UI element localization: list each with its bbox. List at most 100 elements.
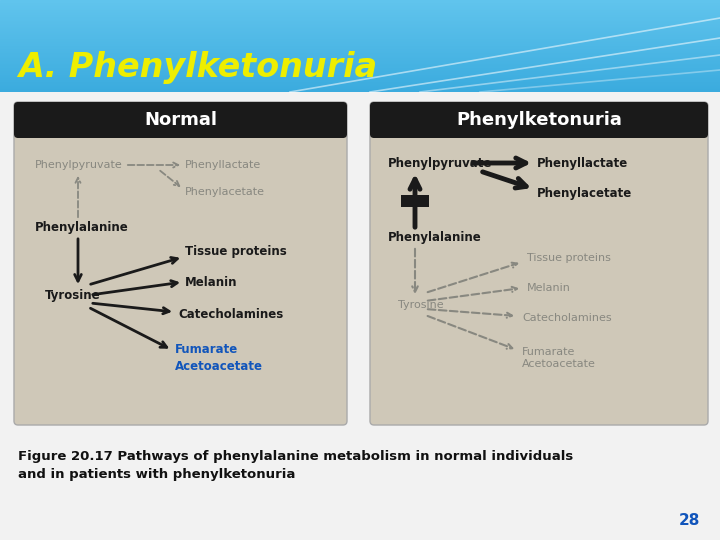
Text: 28: 28	[679, 513, 700, 528]
Bar	[0, 22, 720, 23]
Bar	[0, 0, 720, 1]
Bar	[0, 8, 720, 9]
Bar	[18, 106, 343, 134]
Bar	[0, 5, 720, 6]
Text: Phenylalanine: Phenylalanine	[388, 232, 482, 245]
Bar	[0, 79, 720, 80]
Bar	[0, 81, 720, 82]
Bar	[0, 59, 720, 60]
Bar	[0, 25, 720, 26]
FancyBboxPatch shape	[14, 102, 347, 138]
Bar	[0, 43, 720, 44]
Bar	[374, 106, 704, 134]
Bar	[0, 4, 720, 5]
Text: Melanin: Melanin	[527, 283, 571, 293]
Bar	[0, 89, 720, 90]
Bar	[0, 66, 720, 67]
Text: Tissue proteins: Tissue proteins	[527, 253, 611, 263]
Bar	[0, 47, 720, 48]
Bar	[0, 20, 720, 21]
Bar	[0, 78, 720, 79]
Bar	[0, 42, 720, 43]
Bar	[0, 13, 720, 14]
Bar	[0, 26, 720, 27]
Text: Tissue proteins: Tissue proteins	[185, 246, 287, 259]
Bar	[0, 31, 720, 32]
Bar	[0, 23, 720, 24]
Bar	[0, 71, 720, 72]
Bar	[0, 3, 720, 4]
Bar	[0, 50, 720, 51]
Bar	[0, 15, 720, 16]
Bar	[0, 32, 720, 33]
Bar	[0, 51, 720, 52]
Text: Phenylpyruvate: Phenylpyruvate	[388, 157, 492, 170]
Bar	[0, 33, 720, 34]
Bar	[0, 69, 720, 70]
Bar	[0, 36, 720, 37]
Bar	[0, 54, 720, 55]
Bar	[0, 72, 720, 73]
Bar	[0, 12, 720, 13]
Text: Figure 20.17 Pathways of phenylalanine metabolism in normal individuals
and in p: Figure 20.17 Pathways of phenylalanine m…	[18, 450, 573, 481]
Bar	[0, 38, 720, 39]
Bar	[0, 27, 720, 28]
Text: Phenyllactate: Phenyllactate	[185, 160, 261, 170]
Text: Fumarate
Acetoacetate: Fumarate Acetoacetate	[175, 343, 263, 373]
Bar	[0, 49, 720, 50]
Text: Phenylacetate: Phenylacetate	[185, 187, 265, 197]
Bar	[0, 80, 720, 81]
Bar	[0, 29, 720, 30]
Bar	[0, 53, 720, 54]
Text: Tyrosine: Tyrosine	[398, 300, 444, 310]
Bar	[0, 61, 720, 62]
Bar	[0, 24, 720, 25]
Bar	[0, 6, 720, 7]
Bar	[0, 62, 720, 63]
Bar	[0, 84, 720, 85]
Bar	[0, 74, 720, 75]
Text: –: –	[115, 159, 121, 172]
Text: Phenylalanine: Phenylalanine	[35, 221, 129, 234]
Bar	[0, 85, 720, 86]
Bar	[0, 60, 720, 61]
Bar	[0, 67, 720, 68]
Bar	[401, 194, 429, 206]
Bar	[0, 9, 720, 10]
Bar	[0, 2, 720, 3]
Bar	[0, 44, 720, 45]
Bar	[0, 68, 720, 69]
Bar	[0, 1, 720, 2]
Bar	[0, 45, 720, 46]
Text: Phenylacetate: Phenylacetate	[537, 186, 632, 199]
Bar	[0, 56, 720, 57]
Bar	[0, 75, 720, 76]
Bar	[0, 73, 720, 74]
Bar	[0, 39, 720, 40]
Bar	[0, 58, 720, 59]
Bar	[0, 77, 720, 78]
Bar	[0, 14, 720, 15]
Bar	[0, 86, 720, 87]
Bar	[0, 82, 720, 83]
Bar	[0, 40, 720, 41]
Text: A. Phenylketonuria: A. Phenylketonuria	[18, 51, 377, 84]
Bar	[0, 55, 720, 56]
Text: Phenylpyruvate: Phenylpyruvate	[35, 160, 122, 170]
Bar	[0, 19, 720, 20]
Bar	[0, 30, 720, 31]
Text: Normal: Normal	[144, 111, 217, 129]
FancyBboxPatch shape	[14, 102, 347, 425]
Bar	[0, 48, 720, 49]
Bar	[0, 88, 720, 89]
Bar	[0, 92, 720, 540]
Text: Phenylketonuria: Phenylketonuria	[456, 111, 622, 129]
Bar	[0, 28, 720, 29]
Bar	[0, 16, 720, 17]
Bar	[0, 90, 720, 91]
Bar	[0, 17, 720, 18]
Bar	[0, 46, 720, 47]
Text: Tyrosine: Tyrosine	[45, 288, 101, 301]
Bar	[0, 65, 720, 66]
Text: Phenyllactate: Phenyllactate	[537, 157, 629, 170]
